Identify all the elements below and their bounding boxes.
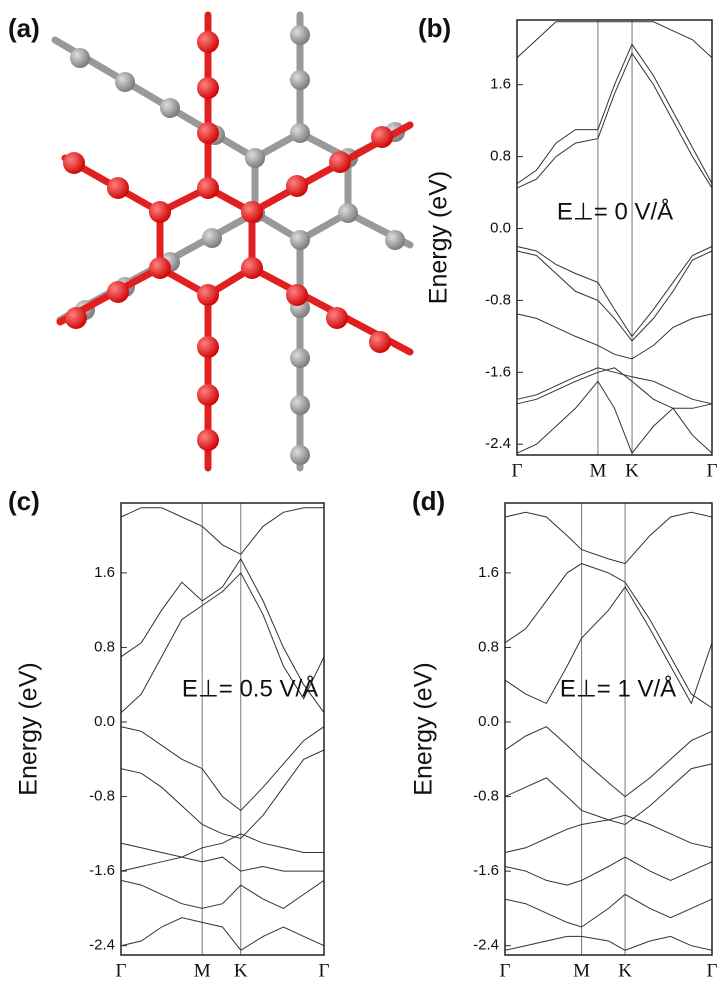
- x-tick-label: M: [589, 460, 606, 481]
- band-line: [121, 857, 324, 871]
- plot-frame: [505, 503, 712, 955]
- band-line: [121, 880, 324, 908]
- band-line: [505, 512, 712, 563]
- y-tick-label: 1.6: [490, 76, 511, 93]
- band-line: [505, 727, 712, 797]
- band-line: [505, 894, 712, 927]
- panel-label: (a): [8, 13, 40, 43]
- annotation: E⊥= 1 V/Å: [560, 674, 676, 702]
- structure: [55, 15, 410, 468]
- x-tick-label: Γ: [500, 960, 511, 981]
- y-tick-label: 1.6: [478, 564, 499, 581]
- y-tick-label: -1.6: [89, 862, 115, 879]
- band-line: [517, 368, 712, 409]
- band-line: [121, 508, 324, 555]
- annotation: E⊥= 0.5 V/Å: [182, 674, 318, 702]
- x-tick-label: Γ: [512, 460, 523, 481]
- band-line: [505, 936, 712, 950]
- y-tick-label: -1.6: [485, 363, 511, 380]
- y-tick-label: 0.0: [490, 219, 511, 236]
- band-line: [517, 251, 712, 341]
- annotation: E⊥= 0 V/Å: [557, 197, 673, 225]
- x-tick-label: M: [573, 960, 590, 981]
- band-line: [505, 857, 712, 885]
- x-tick-label: Γ: [319, 960, 330, 981]
- band-line: [517, 44, 712, 183]
- band-line: [517, 381, 712, 453]
- y-axis-label: Energy (eV): [410, 662, 438, 795]
- band-line: [121, 750, 324, 839]
- plot-frame: [121, 503, 324, 955]
- y-tick-label: 0.8: [94, 638, 115, 655]
- figure: (a) -2.4-1.6-0.80.00.81.6ΓMKΓEnergy (eV)…: [0, 0, 719, 990]
- y-tick-label: -2.4: [485, 435, 511, 452]
- x-tick-label: M: [194, 960, 211, 981]
- y-tick-label: -0.8: [485, 291, 511, 308]
- band-line: [517, 314, 712, 359]
- x-tick-label: Γ: [116, 960, 127, 981]
- y-tick-label: 0.0: [478, 713, 499, 730]
- x-tick-label: K: [618, 960, 632, 981]
- x-tick-label: K: [234, 960, 248, 981]
- band-line: [505, 815, 712, 852]
- y-tick-label: 0.0: [94, 713, 115, 730]
- band-line: [517, 22, 712, 58]
- panel-label: (d): [412, 486, 445, 516]
- y-axis-label: Energy (eV): [15, 662, 43, 795]
- y-tick-label: -1.6: [473, 862, 499, 879]
- y-tick-label: 1.6: [94, 564, 115, 581]
- x-tick-label: K: [625, 460, 639, 481]
- panel-label: (c): [8, 486, 40, 516]
- y-tick-label: 0.8: [478, 638, 499, 655]
- x-tick-label: Γ: [707, 460, 718, 481]
- y-tick-label: -2.4: [89, 937, 115, 954]
- y-tick-label: -0.8: [89, 788, 115, 805]
- band-line: [121, 727, 324, 811]
- y-tick-label: 0.8: [490, 148, 511, 165]
- y-axis-label: Energy (eV): [425, 171, 453, 304]
- band-line: [121, 834, 324, 857]
- panel-label: (b): [418, 13, 451, 43]
- band-line: [517, 53, 712, 188]
- y-tick-label: -2.4: [473, 937, 499, 954]
- band-line: [517, 368, 712, 404]
- band-line: [121, 918, 324, 951]
- band-line: [505, 764, 712, 825]
- y-tick-label: -0.8: [473, 788, 499, 805]
- x-tick-label: Γ: [707, 960, 718, 981]
